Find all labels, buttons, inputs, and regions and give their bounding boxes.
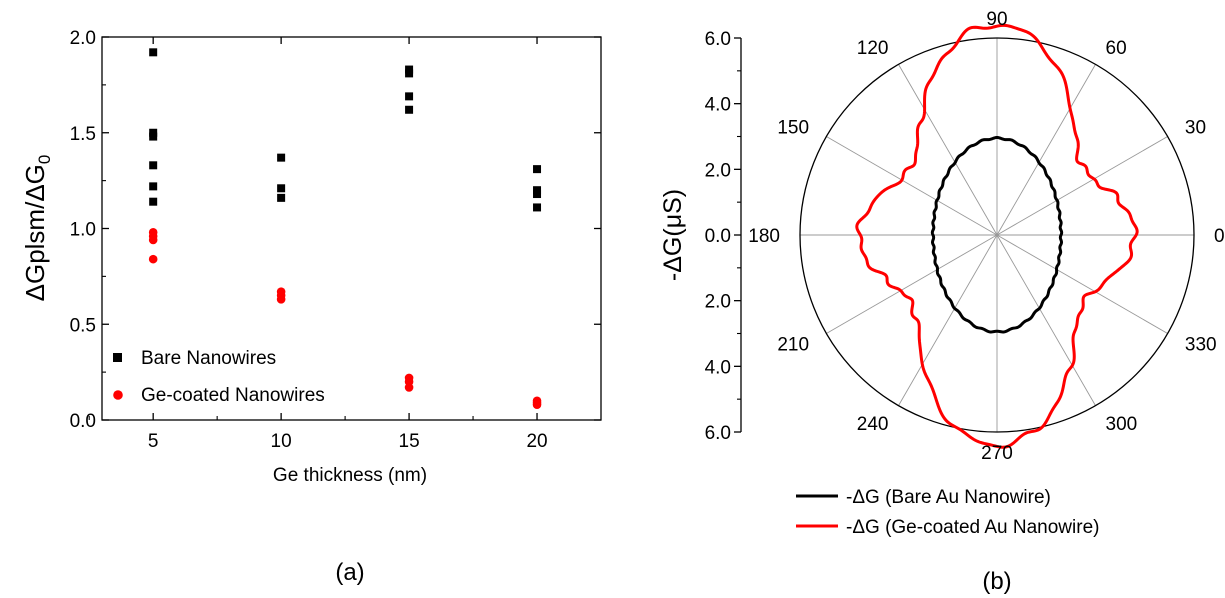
polar-y-axis-label: -ΔG(μS) <box>659 189 687 281</box>
angle-label: 30 <box>1185 118 1206 139</box>
y-tick-label: 2.0 <box>70 28 96 49</box>
radial-tick-label: 4.0 <box>705 95 731 116</box>
curve-bare-au-nanowire <box>930 135 1064 334</box>
data-point-bare <box>149 132 158 141</box>
polar-spoke <box>826 234 998 334</box>
data-point-bare <box>405 105 414 114</box>
x-tick-label: 10 <box>271 431 292 452</box>
data-point-ge <box>276 295 286 304</box>
angle-label: 300 <box>1106 414 1138 435</box>
y-tick-label: 1.5 <box>70 124 96 145</box>
angle-label: 90 <box>986 9 1007 30</box>
data-point-ge <box>148 254 158 264</box>
polar-grid <box>799 37 1195 433</box>
angle-label: 210 <box>777 335 809 356</box>
radial-tick-label: 4.0 <box>705 357 731 378</box>
polar-spoke <box>898 234 998 406</box>
angle-label: 60 <box>1106 38 1127 59</box>
data-point-ge <box>532 400 542 409</box>
panel-label-a: (a) <box>335 559 364 586</box>
legend-label-bare-au: -ΔG (Bare Au Nanowire) <box>846 487 1051 508</box>
panel-label-b: (b) <box>982 568 1011 595</box>
data-point-bare <box>405 92 414 101</box>
radial-tick-label: 2.0 <box>705 292 731 313</box>
angle-label: 150 <box>777 118 809 139</box>
angle-label: 240 <box>857 414 889 435</box>
x-axis-label: Ge thickness (nm) <box>273 465 427 486</box>
data-point-bare <box>533 190 542 199</box>
data-point-bare <box>533 165 542 174</box>
data-point-ge <box>404 383 414 392</box>
y-tick-label: 0.0 <box>70 411 96 432</box>
angle-label: 0 <box>1214 226 1225 247</box>
data-point-bare <box>533 203 542 212</box>
polar-spoke <box>996 234 1168 334</box>
angle-labels: 0 30 60 90 120 150 180 210 240 270 300 330 <box>748 9 1224 464</box>
x-tick-label: 20 <box>526 431 547 452</box>
polar-curves <box>855 23 1139 449</box>
data-point-bare <box>405 69 414 78</box>
x-tick-label: 5 <box>148 431 159 452</box>
data-points <box>148 48 542 409</box>
radial-tick-label: 0.0 <box>705 226 731 247</box>
polar-legend: -ΔG (Bare Au Nanowire) -ΔG (Ge-coated Au… <box>796 487 1099 538</box>
radial-tick-label: 6.0 <box>705 29 731 50</box>
polar-outer-circle <box>799 37 1195 433</box>
radial-tick-label: 6.0 <box>705 423 731 444</box>
radial-tick-label: 2.0 <box>705 160 731 181</box>
polar-chart: 6.0 4.0 2.0 0.0 2.0 4.0 6.0 0 30 60 90 120 150 180 21… <box>659 9 1225 595</box>
polar-spoke <box>996 234 1096 406</box>
x-tick-label: 15 <box>399 431 420 452</box>
angle-label: 270 <box>981 443 1013 464</box>
data-point-bare <box>277 193 286 202</box>
angle-label: 330 <box>1185 335 1217 356</box>
polar-spoke <box>996 136 1168 236</box>
data-point-ge <box>148 235 158 245</box>
axis-ticks: 5 10 15 20 0.0 0.5 1.0 1.5 2.0 <box>70 28 601 452</box>
legend-marker-bare <box>113 353 122 362</box>
angle-label: 180 <box>748 226 780 247</box>
radial-axis: 6.0 4.0 2.0 0.0 2.0 4.0 6.0 <box>705 29 742 444</box>
polar-spoke <box>826 136 998 236</box>
legend-label-ge: Ge-coated Nanowires <box>141 385 325 406</box>
y-axis-label: ΔGplsm/ΔG0 <box>20 155 54 302</box>
data-point-bare <box>149 197 158 206</box>
data-point-bare <box>149 182 158 191</box>
y-axis-label-subscript: 0 <box>35 155 54 164</box>
y-axis-label-main: ΔGplsm/ΔG <box>20 164 50 301</box>
angle-label: 120 <box>857 38 889 59</box>
polar-spoke <box>996 64 1096 236</box>
legend-label-bare: Bare Nanowires <box>141 348 276 369</box>
data-point-bare <box>277 153 286 162</box>
y-tick-label: 0.5 <box>70 315 96 336</box>
y-tick-label: 1.0 <box>70 220 96 241</box>
legend-marker-ge <box>113 390 123 400</box>
data-point-bare <box>277 184 286 193</box>
polar-spoke <box>898 64 998 236</box>
data-point-bare <box>149 48 158 57</box>
data-point-bare <box>149 161 158 170</box>
scatter-chart: 5 10 15 20 0.0 0.5 1.0 1.5 2.0 Ge thickness (nm)… <box>20 28 602 586</box>
legend-label-ge-au: -ΔG (Ge-coated Au Nanowire) <box>846 517 1099 538</box>
curve-ge-coated-au-nanowire <box>855 23 1139 449</box>
legend: Bare Nanowires Ge-coated Nanowires <box>113 348 325 406</box>
